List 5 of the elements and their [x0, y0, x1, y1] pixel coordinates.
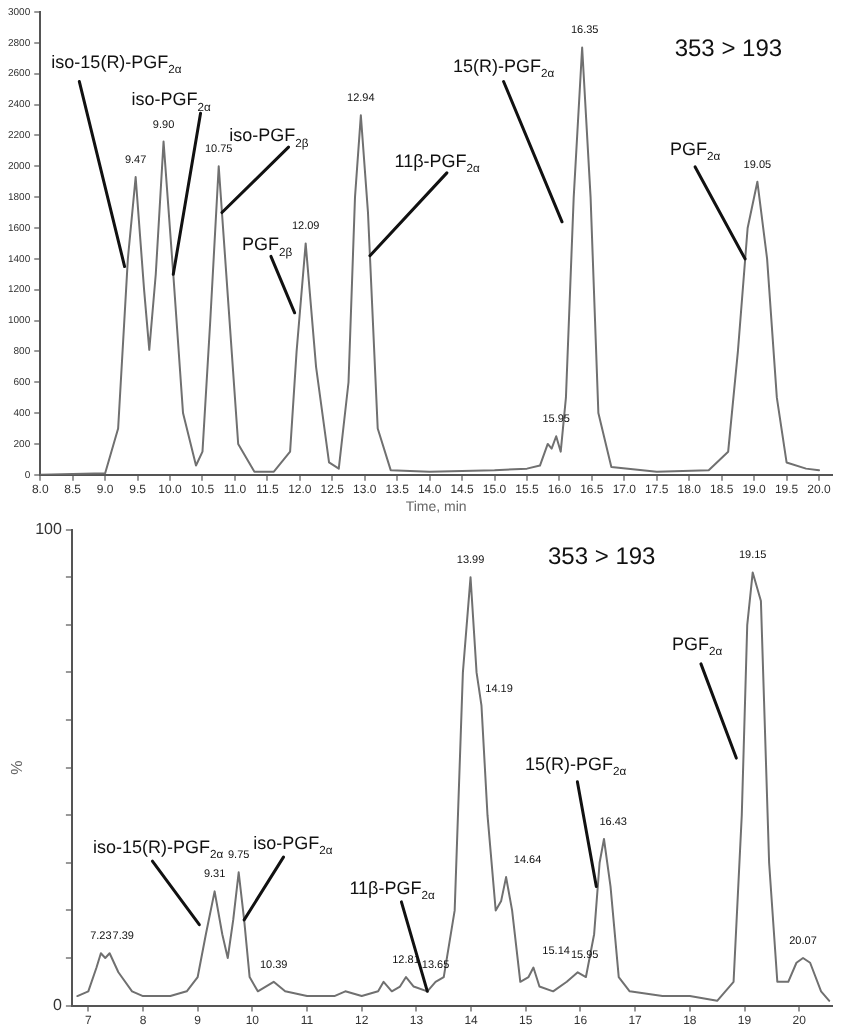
y-tick-label: 0 — [52, 996, 63, 1015]
annotation: 353 > 193 — [548, 542, 657, 571]
annotation: 353 > 193 — [674, 33, 783, 62]
y-axis-title: % — [8, 760, 27, 775]
y-tick-label: 100 — [35, 520, 63, 539]
